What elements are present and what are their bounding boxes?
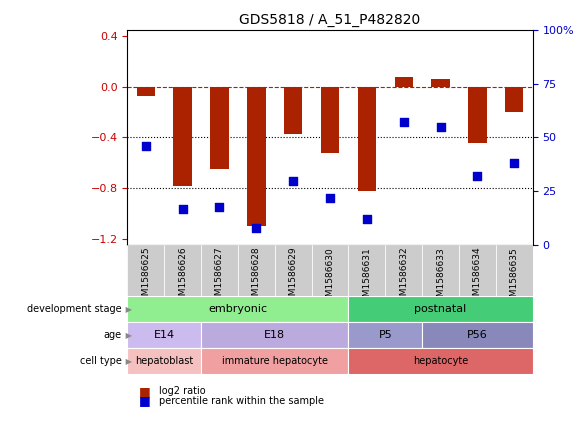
Bar	[201, 245, 238, 296]
Bar	[201, 322, 349, 348]
Text: GSM1586626: GSM1586626	[178, 247, 187, 308]
Text: percentile rank within the sample: percentile rank within the sample	[159, 396, 324, 406]
Text: GSM1586627: GSM1586627	[215, 247, 224, 308]
Bar	[238, 245, 275, 296]
Point	[288, 177, 298, 184]
Point	[473, 173, 482, 180]
Bar	[127, 348, 201, 374]
Bar	[349, 322, 422, 348]
Point	[141, 143, 151, 149]
Bar	[505, 87, 523, 112]
Text: GSM1586632: GSM1586632	[400, 247, 408, 308]
Text: postnatal: postnatal	[415, 304, 467, 314]
Point	[399, 119, 408, 126]
Point	[215, 203, 224, 210]
Text: development stage: development stage	[27, 304, 122, 314]
Point	[362, 216, 372, 223]
Text: P5: P5	[379, 330, 392, 340]
Bar	[275, 245, 312, 296]
Text: E18: E18	[264, 330, 285, 340]
Text: cell type: cell type	[80, 356, 122, 366]
Point	[178, 205, 187, 212]
Text: E14: E14	[153, 330, 175, 340]
Bar	[127, 322, 201, 348]
Text: age: age	[104, 330, 122, 340]
Bar	[284, 87, 302, 134]
Text: ▶: ▶	[123, 305, 132, 313]
Text: ■: ■	[139, 385, 151, 398]
Bar	[349, 348, 533, 374]
Bar	[127, 296, 349, 322]
Bar	[431, 79, 450, 87]
Text: embryonic: embryonic	[208, 304, 267, 314]
Bar	[358, 87, 376, 191]
Bar	[201, 348, 349, 374]
Text: GSM1586628: GSM1586628	[252, 247, 261, 308]
Text: GSM1586633: GSM1586633	[436, 247, 445, 308]
Text: ■: ■	[139, 395, 151, 407]
Bar	[312, 245, 349, 296]
Bar	[468, 87, 486, 143]
Bar	[394, 77, 413, 87]
Text: hepatoblast: hepatoblast	[135, 356, 193, 366]
Text: GSM1586631: GSM1586631	[362, 247, 371, 308]
Point	[252, 225, 261, 231]
Bar	[164, 245, 201, 296]
Text: ▶: ▶	[123, 357, 132, 366]
Bar	[422, 322, 533, 348]
Point	[325, 195, 335, 201]
Bar	[210, 87, 229, 169]
Bar	[349, 296, 533, 322]
Bar	[459, 245, 496, 296]
Bar	[127, 245, 164, 296]
Text: GSM1586625: GSM1586625	[141, 247, 151, 308]
Text: P56: P56	[467, 330, 488, 340]
Text: immature hepatocyte: immature hepatocyte	[222, 356, 328, 366]
Bar	[247, 87, 266, 226]
Text: GSM1586629: GSM1586629	[289, 247, 298, 308]
Bar	[496, 245, 533, 296]
Title: GDS5818 / A_51_P482820: GDS5818 / A_51_P482820	[239, 13, 421, 27]
Bar	[174, 87, 192, 186]
Bar	[422, 245, 459, 296]
Text: log2 ratio: log2 ratio	[159, 386, 206, 396]
Point	[510, 160, 519, 167]
Bar	[137, 87, 155, 96]
Bar	[349, 245, 385, 296]
Text: GSM1586635: GSM1586635	[510, 247, 519, 308]
Text: ▶: ▶	[123, 331, 132, 340]
Text: GSM1586634: GSM1586634	[473, 247, 482, 308]
Text: GSM1586630: GSM1586630	[325, 247, 335, 308]
Bar	[385, 245, 422, 296]
Point	[436, 124, 445, 130]
Text: hepatocyte: hepatocyte	[413, 356, 468, 366]
Bar	[321, 87, 339, 153]
